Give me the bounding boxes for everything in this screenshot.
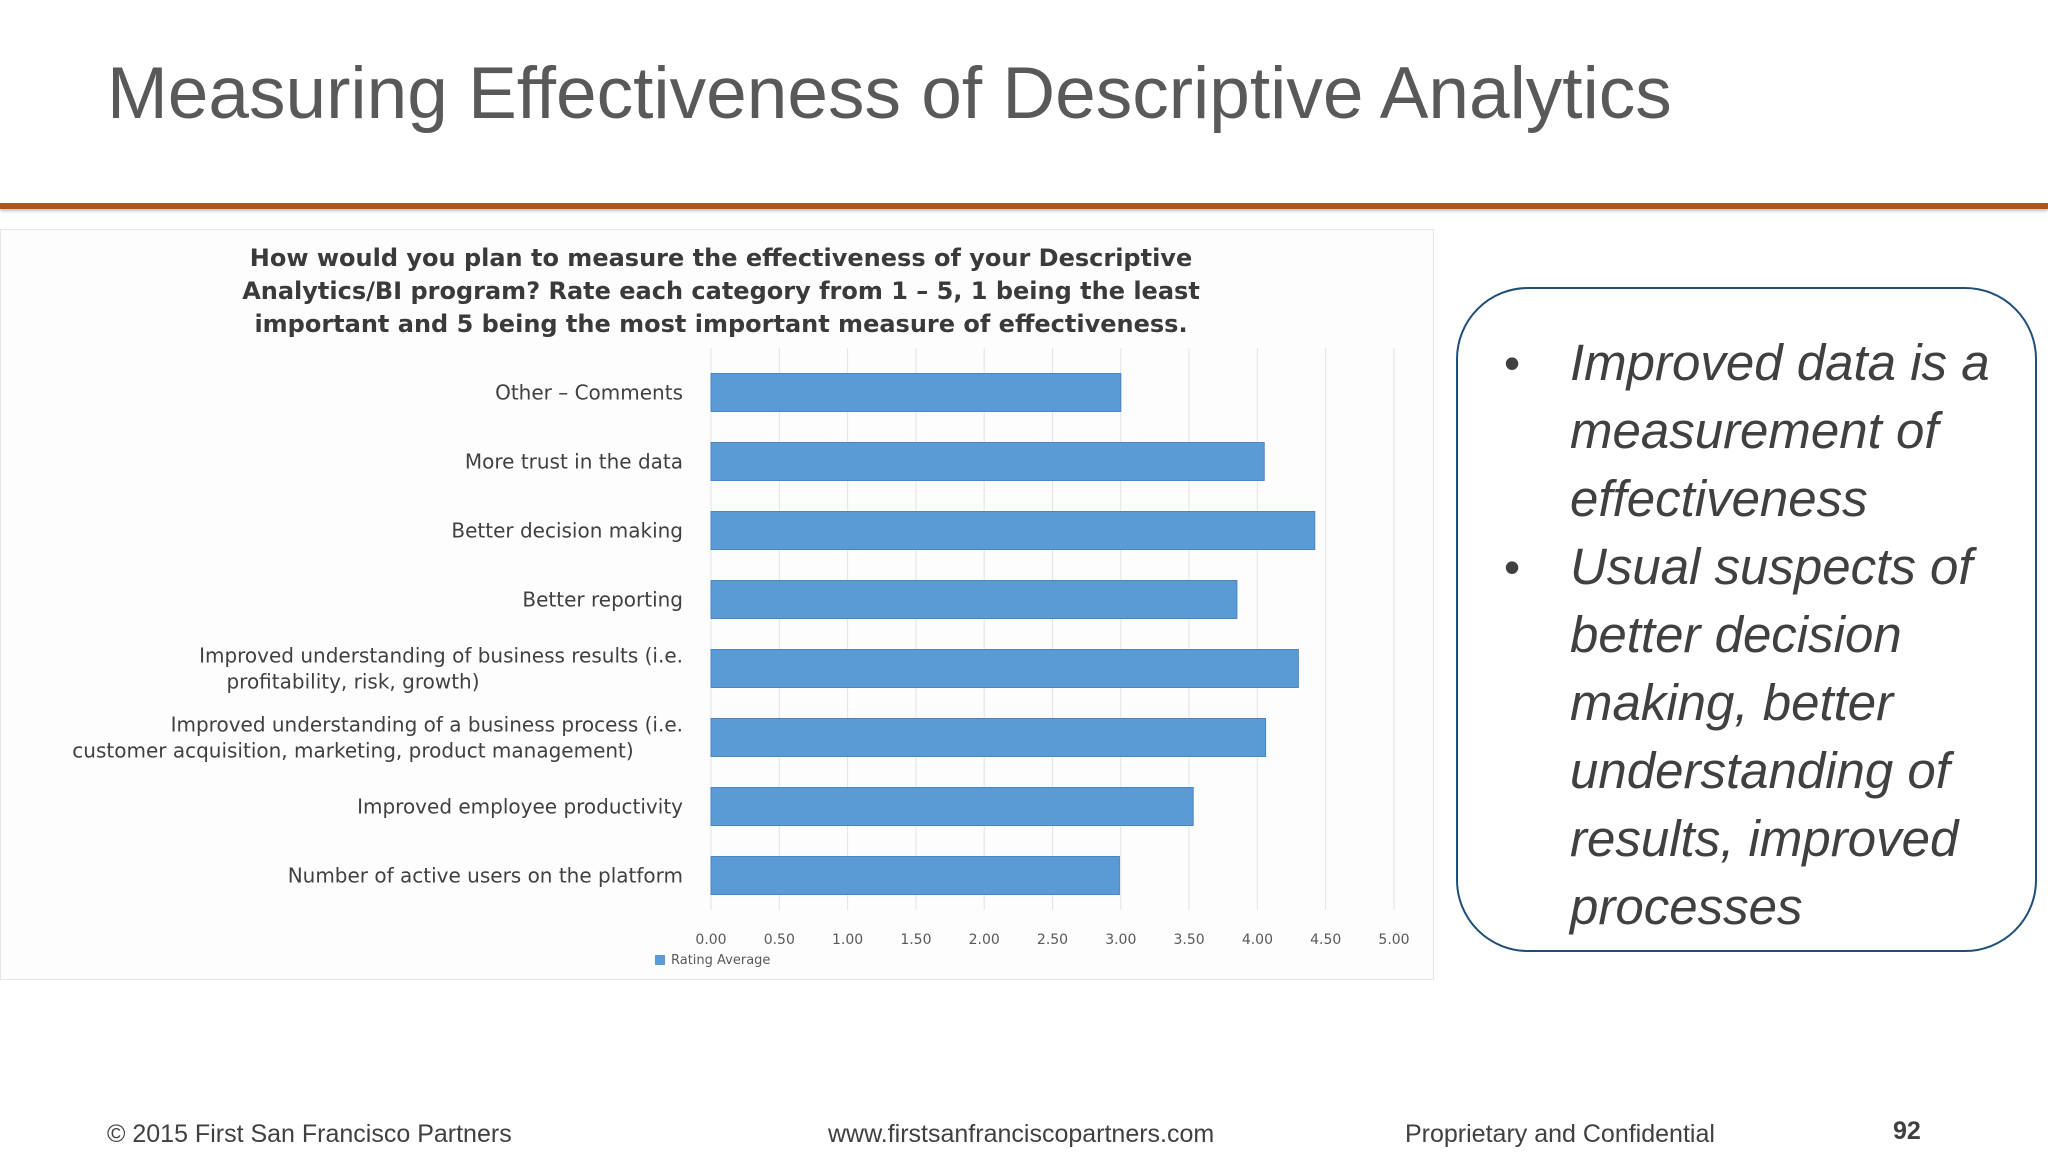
callout-bullet-list: • Improved data is a measurement of effe…	[1458, 329, 2010, 941]
category-label: customer acquisition, marketing, product…	[72, 739, 633, 763]
category-label: More trust in the data	[465, 450, 683, 474]
page-number: 92	[1893, 1117, 1921, 1145]
category-label: Other – Comments	[495, 381, 683, 405]
legend-swatch	[655, 955, 665, 965]
bar	[710, 718, 1267, 757]
x-tick-label: 3.00	[1105, 932, 1136, 948]
slide-title: Measuring Effectiveness of Descriptive A…	[107, 53, 1672, 134]
category-label: Better reporting	[522, 588, 683, 612]
x-tick-label: 2.50	[1037, 932, 1068, 948]
category-label: Improved understanding of a business pro…	[171, 713, 683, 737]
category-label: Improved employee productivity	[357, 795, 683, 819]
bar	[710, 649, 1299, 688]
x-tick-label: 3.50	[1174, 932, 1205, 948]
chart-title: How would you plan to measure the effect…	[111, 242, 1331, 341]
footer-copyright: © 2015 First San Francisco Partners	[107, 1120, 512, 1148]
chart-title-line: Analytics/BI program? Rate each category…	[242, 277, 1200, 305]
x-tick-label: 5.00	[1378, 932, 1409, 948]
bar	[710, 511, 1316, 550]
x-tick-label: 1.50	[900, 932, 931, 948]
chart-panel: How would you plan to measure the effect…	[0, 229, 1434, 980]
x-tick-label: 4.00	[1242, 932, 1273, 948]
category-label: Number of active users on the platform	[288, 864, 683, 888]
callout-bullet: • Usual suspects of better decision maki…	[1458, 533, 2010, 941]
x-tick-label: 2.00	[969, 932, 1000, 948]
legend-label: Rating Average	[671, 953, 770, 968]
footer-confidential: Proprietary and Confidential	[1405, 1120, 1715, 1148]
x-tick-label: 0.00	[695, 932, 726, 948]
bullet-icon: •	[1504, 337, 1521, 389]
chart-title-line: How would you plan to measure the effect…	[249, 244, 1193, 272]
bar	[710, 580, 1238, 619]
category-label: Better decision making	[451, 519, 683, 543]
bar	[710, 787, 1194, 826]
callout-box: • Improved data is a measurement of effe…	[1456, 287, 2037, 952]
footer-url: www.firstsanfranciscopartners.com	[828, 1120, 1215, 1148]
x-tick-label: 0.50	[764, 932, 795, 948]
bar	[710, 442, 1265, 481]
callout-bullet-text: Improved data is a measurement of effect…	[1570, 334, 1990, 527]
title-divider	[0, 203, 2048, 209]
x-tick-label: 4.50	[1310, 932, 1341, 948]
category-label: Improved understanding of business resul…	[199, 644, 683, 668]
bar	[710, 373, 1122, 412]
category-label: profitability, risk, growth)	[226, 670, 479, 694]
x-tick-label: 1.00	[832, 932, 863, 948]
bar	[710, 856, 1120, 895]
bar-chart: 0.00 0.50 1.00 1.50 2.00 2.50 3.00 3.50 4.00 4.50…	[72, 348, 1410, 968]
callout-bullet-text: Usual suspects of better decision making…	[1570, 538, 1973, 935]
bullet-icon: •	[1504, 541, 1521, 593]
chart-title-line: important and 5 being the most important…	[254, 310, 1188, 338]
callout-bullet: • Improved data is a measurement of effe…	[1458, 329, 2010, 533]
